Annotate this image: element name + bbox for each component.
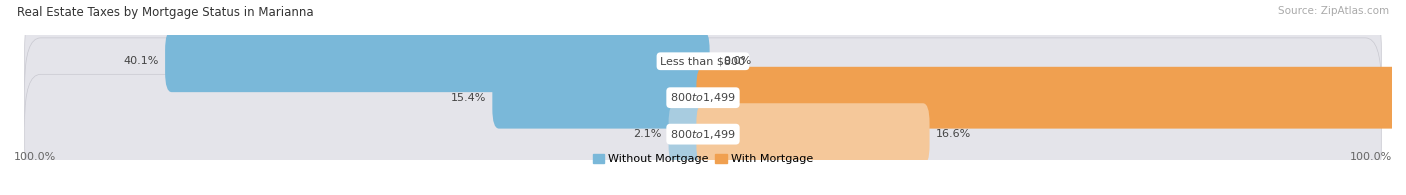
Text: $800 to $1,499: $800 to $1,499	[671, 91, 735, 104]
FancyBboxPatch shape	[669, 103, 710, 165]
Legend: Without Mortgage, With Mortgage: Without Mortgage, With Mortgage	[593, 154, 813, 164]
Text: 100.0%: 100.0%	[1350, 152, 1392, 162]
Text: 16.6%: 16.6%	[936, 129, 972, 139]
Text: 0.0%: 0.0%	[723, 56, 751, 66]
Text: Less than $800: Less than $800	[661, 56, 745, 66]
FancyBboxPatch shape	[25, 74, 1381, 194]
Text: $800 to $1,499: $800 to $1,499	[671, 128, 735, 141]
FancyBboxPatch shape	[696, 67, 1406, 129]
Text: Source: ZipAtlas.com: Source: ZipAtlas.com	[1278, 6, 1389, 16]
FancyBboxPatch shape	[25, 1, 1381, 121]
Text: Real Estate Taxes by Mortgage Status in Marianna: Real Estate Taxes by Mortgage Status in …	[17, 6, 314, 19]
FancyBboxPatch shape	[696, 103, 929, 165]
Text: 2.1%: 2.1%	[634, 129, 662, 139]
Text: 15.4%: 15.4%	[450, 93, 485, 103]
Text: 100.0%: 100.0%	[14, 152, 56, 162]
FancyBboxPatch shape	[492, 67, 710, 129]
FancyBboxPatch shape	[25, 38, 1381, 158]
FancyBboxPatch shape	[165, 30, 710, 92]
Text: 40.1%: 40.1%	[124, 56, 159, 66]
